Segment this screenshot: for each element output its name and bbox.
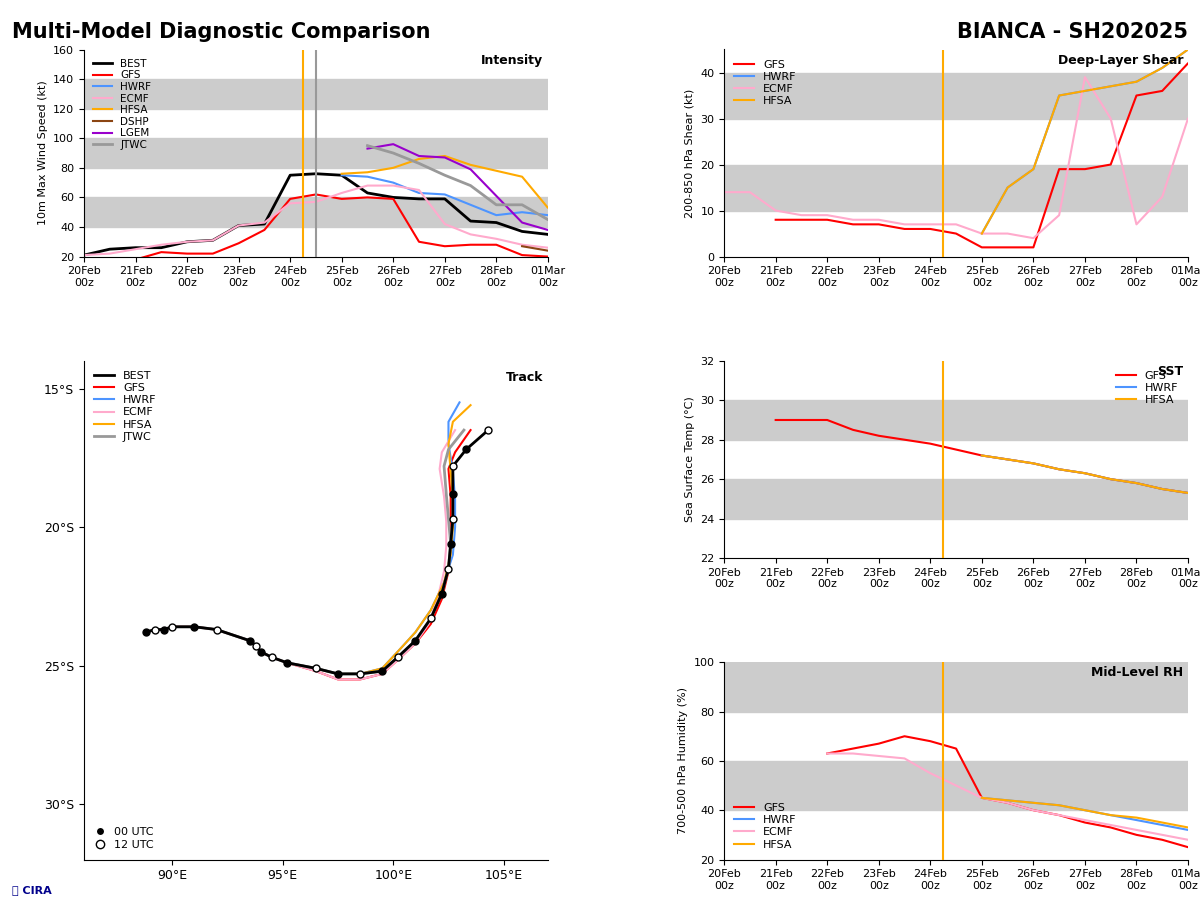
Legend: GFS, HWRF, ECMF, HFSA: GFS, HWRF, ECMF, HFSA <box>730 55 800 111</box>
Bar <box>84 139 548 167</box>
Bar <box>724 73 1188 119</box>
Legend: GFS, HWRF, HFSA: GFS, HWRF, HFSA <box>1111 366 1182 410</box>
Bar <box>724 760 1188 810</box>
Y-axis label: 700-500 hPa Humidity (%): 700-500 hPa Humidity (%) <box>678 688 688 834</box>
Legend: GFS, HWRF, ECMF, HFSA: GFS, HWRF, ECMF, HFSA <box>730 798 800 854</box>
Y-axis label: Sea Surface Temp (°C): Sea Surface Temp (°C) <box>685 397 695 522</box>
Text: Deep-Layer Shear: Deep-Layer Shear <box>1058 54 1183 67</box>
Text: Mid-Level RH: Mid-Level RH <box>1091 666 1183 680</box>
Bar <box>84 197 548 227</box>
Y-axis label: 10m Max Wind Speed (kt): 10m Max Wind Speed (kt) <box>37 81 48 225</box>
Bar <box>724 165 1188 211</box>
Bar <box>724 662 1188 712</box>
Bar <box>84 79 548 109</box>
Text: BIANCA - SH202025: BIANCA - SH202025 <box>958 22 1188 42</box>
Text: Multi-Model Diagnostic Comparison: Multi-Model Diagnostic Comparison <box>12 22 431 42</box>
Bar <box>724 479 1188 518</box>
Text: Intensity: Intensity <box>481 54 544 67</box>
Text: ⓘ CIRA: ⓘ CIRA <box>12 886 52 896</box>
Legend: BEST, GFS, HWRF, ECMF, HFSA, JTWC: BEST, GFS, HWRF, ECMF, HFSA, JTWC <box>90 366 161 446</box>
Legend: BEST, GFS, HWRF, ECMF, HFSA, DSHP, LGEM, JTWC: BEST, GFS, HWRF, ECMF, HFSA, DSHP, LGEM,… <box>89 55 156 154</box>
Y-axis label: 200-850 hPa Shear (kt): 200-850 hPa Shear (kt) <box>685 88 695 218</box>
Text: SST: SST <box>1157 364 1183 378</box>
Text: Track: Track <box>505 371 544 383</box>
Bar <box>724 400 1188 440</box>
